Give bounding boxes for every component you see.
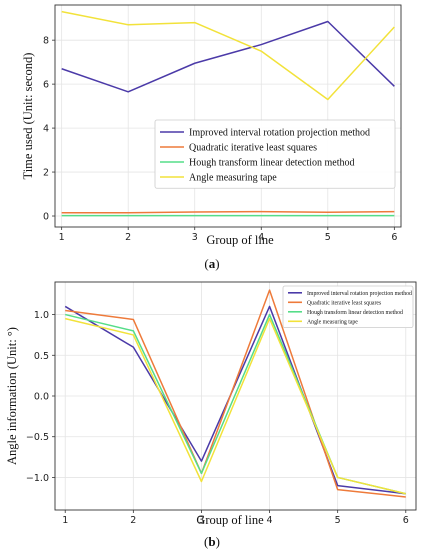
legend-box — [282, 285, 414, 329]
legend: Improved interval rotation projection me… — [154, 119, 396, 189]
x-tick-label: 3 — [192, 232, 198, 243]
x-axis-label: Group of line — [206, 233, 274, 247]
legend-box — [154, 119, 396, 189]
legend-label: Angle measuring tape — [307, 319, 358, 325]
x-tick-label: 1 — [59, 232, 65, 243]
subfigure-caption: (a) — [204, 256, 219, 271]
chart-2: 1 2 3 4 5 6 1.0 0.5 0.0 −0.5 −1.0 Group of line Angl… — [5, 281, 417, 549]
y-tick-label: 8 — [43, 36, 49, 47]
series-line-4 — [61, 10, 395, 101]
legend-label: Quadratic iterative least squares — [307, 300, 382, 306]
y-tick-label: 0.5 — [34, 351, 49, 362]
x-tick-label: 3 — [198, 515, 204, 526]
x-tick-label: 4 — [267, 515, 273, 526]
series-line-4 — [65, 317, 406, 495]
series-line-3 — [65, 313, 406, 495]
legend-label: Hough transform linear detection method — [189, 158, 355, 169]
x-tick-label: 6 — [403, 515, 409, 526]
gridlines — [55, 5, 401, 227]
y-tick-label: 2 — [43, 168, 49, 179]
y-tick-label: 6 — [43, 80, 49, 91]
subfigure-caption: (b) — [204, 534, 220, 549]
legend-label: Improved interval rotation projection me… — [189, 128, 370, 139]
chart-1: 1 2 3 4 5 6 0 2 4 6 8 Group of line Time used (Unit:… — [21, 4, 402, 271]
legend-label: Hough transform linear detection method — [307, 309, 403, 316]
x-tick-label: 6 — [391, 232, 397, 243]
x-tick-label: 4 — [258, 232, 264, 243]
legend-label: Improved interval rotation projection me… — [307, 291, 412, 297]
series-line-1 — [61, 20, 395, 93]
y-tick-label: 1.0 — [34, 310, 49, 321]
x-tick-label: 5 — [325, 232, 331, 243]
x-tick-label: 1 — [62, 515, 68, 526]
x-tick-label: 2 — [130, 515, 136, 526]
plot-frame — [54, 4, 402, 228]
x-tick-label: 2 — [125, 232, 131, 243]
legend-label: Quadratic iterative least squares — [189, 143, 317, 154]
y-tick-label: −1.0 — [26, 473, 49, 484]
y-tick-label: 0 — [43, 212, 49, 223]
series-line-2 — [65, 289, 406, 498]
legend: Improved interval rotation projection me… — [282, 285, 414, 329]
x-tick-label: 5 — [335, 515, 341, 526]
y-tick-label: 0.0 — [34, 392, 49, 403]
legend-label: Angle measuring tape — [189, 173, 277, 184]
y-axis-label: Angle information (Unit: °) — [5, 327, 19, 465]
y-tick-label: 4 — [43, 124, 49, 135]
y-axis-label: Time used (Unit: second) — [21, 53, 35, 180]
y-tick-label: −0.5 — [26, 432, 49, 443]
series-line-2 — [61, 210, 395, 214]
x-axis-label: Group of line — [196, 513, 264, 527]
